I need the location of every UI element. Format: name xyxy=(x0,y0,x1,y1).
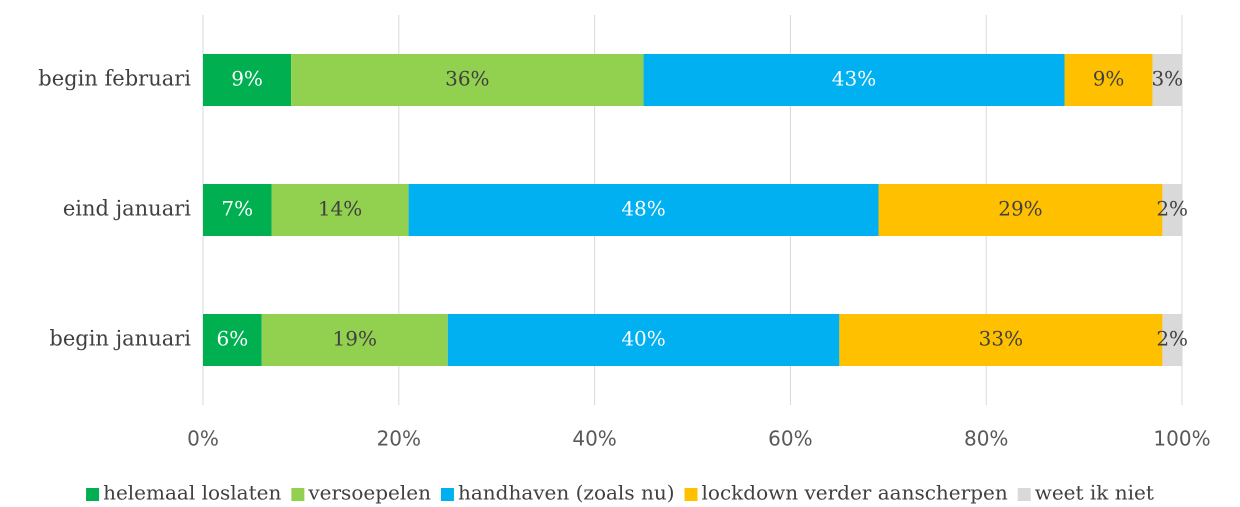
x-tick-label: 60% xyxy=(768,427,812,451)
bar-segment xyxy=(1152,54,1182,106)
x-tick-label: 100% xyxy=(1153,427,1210,451)
bar-segment xyxy=(203,54,292,106)
bar-segment xyxy=(271,184,409,236)
legend-label: lockdown verder aanscherpen xyxy=(702,481,1008,505)
legend-label: handhaven (zoals nu) xyxy=(458,481,675,505)
bar-segment xyxy=(1162,314,1182,366)
value-label: 29% xyxy=(998,197,1042,221)
legend-swatch xyxy=(684,488,698,501)
bar-segment xyxy=(408,184,879,236)
bar-segment xyxy=(1162,184,1182,236)
category-label: begin februari xyxy=(38,67,191,91)
bar-segment xyxy=(643,54,1065,106)
value-label: 9% xyxy=(231,67,263,91)
value-label: 7% xyxy=(221,197,253,221)
legend: helemaal loslaten versoepelen handhaven (z… xyxy=(86,481,1154,505)
legend-swatch xyxy=(440,488,454,501)
value-label: 9% xyxy=(1093,67,1125,91)
value-label: 14% xyxy=(318,197,362,221)
bar-segment xyxy=(878,184,1163,236)
legend-label: helemaal loslaten xyxy=(103,481,281,505)
value-label: 43% xyxy=(832,67,876,91)
value-label: 3% xyxy=(1151,67,1183,91)
bar-segment xyxy=(1064,54,1153,106)
x-tick-label: 80% xyxy=(964,427,1008,451)
bar-segment xyxy=(291,54,644,106)
value-label: 6% xyxy=(217,327,249,351)
x-tick-label: 40% xyxy=(572,427,616,451)
bar-segment xyxy=(203,184,272,236)
value-label: 36% xyxy=(445,67,489,91)
legend-label: weet ik niet xyxy=(1035,481,1154,505)
value-label: 48% xyxy=(621,197,665,221)
value-label: 2% xyxy=(1156,327,1188,351)
x-tick-label: 20% xyxy=(377,427,421,451)
bar-segment xyxy=(839,314,1163,366)
value-label: 40% xyxy=(621,327,665,351)
category-label: begin januari xyxy=(49,327,191,351)
legend-label: versoepelen xyxy=(307,481,431,505)
legend-swatch xyxy=(291,488,305,501)
value-label: 19% xyxy=(333,327,377,351)
category-label: eind januari xyxy=(63,197,191,221)
bar-segment xyxy=(447,314,840,366)
value-label: 2% xyxy=(1156,197,1188,221)
bar-segment xyxy=(261,314,448,366)
legend-swatch xyxy=(86,488,100,501)
x-tick-label: 0% xyxy=(187,427,219,451)
value-label: 33% xyxy=(979,327,1023,351)
bar-segment xyxy=(203,314,262,366)
legend-swatch xyxy=(1017,488,1031,501)
